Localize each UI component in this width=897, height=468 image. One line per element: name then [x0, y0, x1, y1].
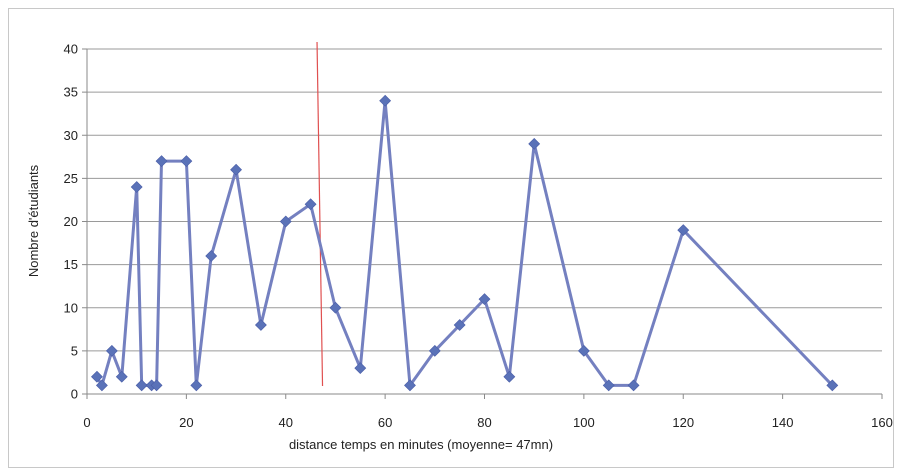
mean-reference-line	[316, 41, 324, 387]
data-point	[453, 319, 466, 331]
gridlines	[87, 48, 882, 352]
data-point	[503, 370, 516, 383]
data-point	[428, 344, 441, 357]
x-tick-label: 40	[279, 415, 293, 430]
data-point	[528, 137, 541, 150]
y-tick-label: 10	[64, 300, 78, 315]
data-point	[180, 155, 193, 168]
data-point	[105, 344, 118, 357]
x-tick-label: 0	[83, 415, 90, 430]
y-tick-label: 40	[64, 42, 78, 57]
y-tick-label: 20	[64, 214, 78, 229]
y-axis-title: Nombre d'étudiants	[26, 164, 41, 277]
data-point	[130, 181, 143, 193]
data-point	[115, 370, 128, 383]
chart: 0 5 10 15 20 25 30 35 40 0 20 40 60 80 100 120 140 160 di…	[26, 41, 893, 453]
data-point	[602, 379, 615, 392]
series-group	[91, 94, 839, 392]
data-point	[577, 344, 590, 357]
x-tick-label: 60	[378, 415, 392, 430]
axes	[82, 48, 883, 399]
data-point	[379, 94, 392, 107]
x-tick-label: 100	[573, 415, 595, 430]
data-point	[254, 319, 267, 331]
x-axis-title: distance temps en minutes (moyenne= 47mn…	[289, 437, 553, 452]
x-tick-label: 120	[672, 415, 694, 430]
tick-labels: 0 5 10 15 20 25 30 35 40 0 20 40 60 80 100 120 140 160	[64, 42, 893, 431]
y-tick-label: 15	[64, 257, 78, 272]
y-tick-label: 0	[71, 387, 78, 402]
data-point	[826, 379, 839, 392]
x-tick-label: 80	[477, 415, 491, 430]
x-tick-label: 140	[772, 415, 794, 430]
data-point	[304, 198, 317, 211]
y-tick-label: 30	[64, 128, 78, 143]
data-point	[190, 379, 203, 392]
chart-frame	[8, 8, 894, 468]
y-tick-label: 35	[64, 85, 78, 100]
data-point	[230, 163, 242, 176]
data-point	[95, 379, 108, 392]
data-point	[677, 224, 690, 237]
data-point	[135, 379, 148, 392]
data-point	[150, 379, 163, 392]
data-point	[205, 250, 218, 262]
data-point	[279, 215, 292, 228]
data-point	[91, 370, 103, 383]
data-point	[478, 293, 491, 306]
data-point	[627, 379, 640, 392]
data-point	[155, 155, 168, 168]
y-tick-label: 5	[71, 343, 78, 358]
x-tick-label: 20	[179, 415, 193, 430]
y-tick-label: 25	[64, 171, 78, 186]
data-point	[329, 301, 342, 314]
reference-line-group	[316, 41, 324, 387]
data-point	[404, 379, 416, 392]
series-line	[95, 99, 834, 387]
x-tick-label: 160	[871, 415, 893, 430]
data-point	[354, 362, 367, 375]
